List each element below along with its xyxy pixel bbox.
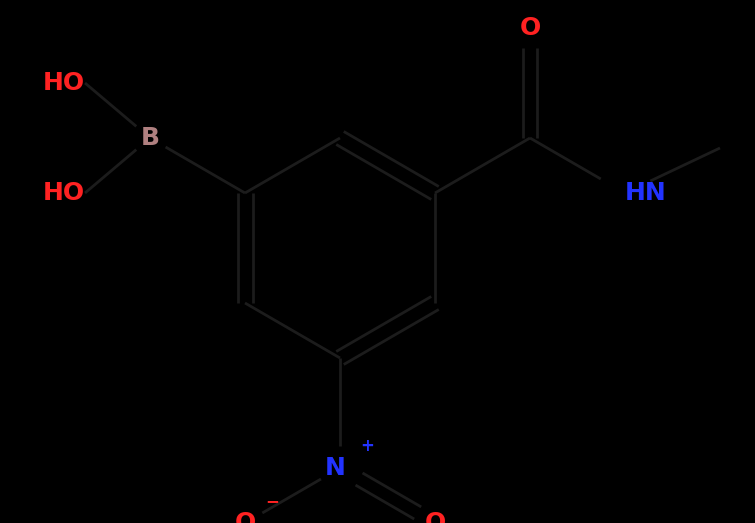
- Text: O: O: [519, 16, 541, 40]
- Text: O: O: [234, 511, 256, 523]
- Text: HO: HO: [43, 181, 85, 205]
- Text: O: O: [424, 511, 445, 523]
- Text: HO: HO: [43, 71, 85, 95]
- Text: HN: HN: [625, 181, 667, 205]
- Text: +: +: [360, 437, 374, 455]
- Text: B: B: [140, 126, 159, 150]
- Text: −: −: [265, 492, 279, 510]
- Text: N: N: [325, 456, 346, 480]
